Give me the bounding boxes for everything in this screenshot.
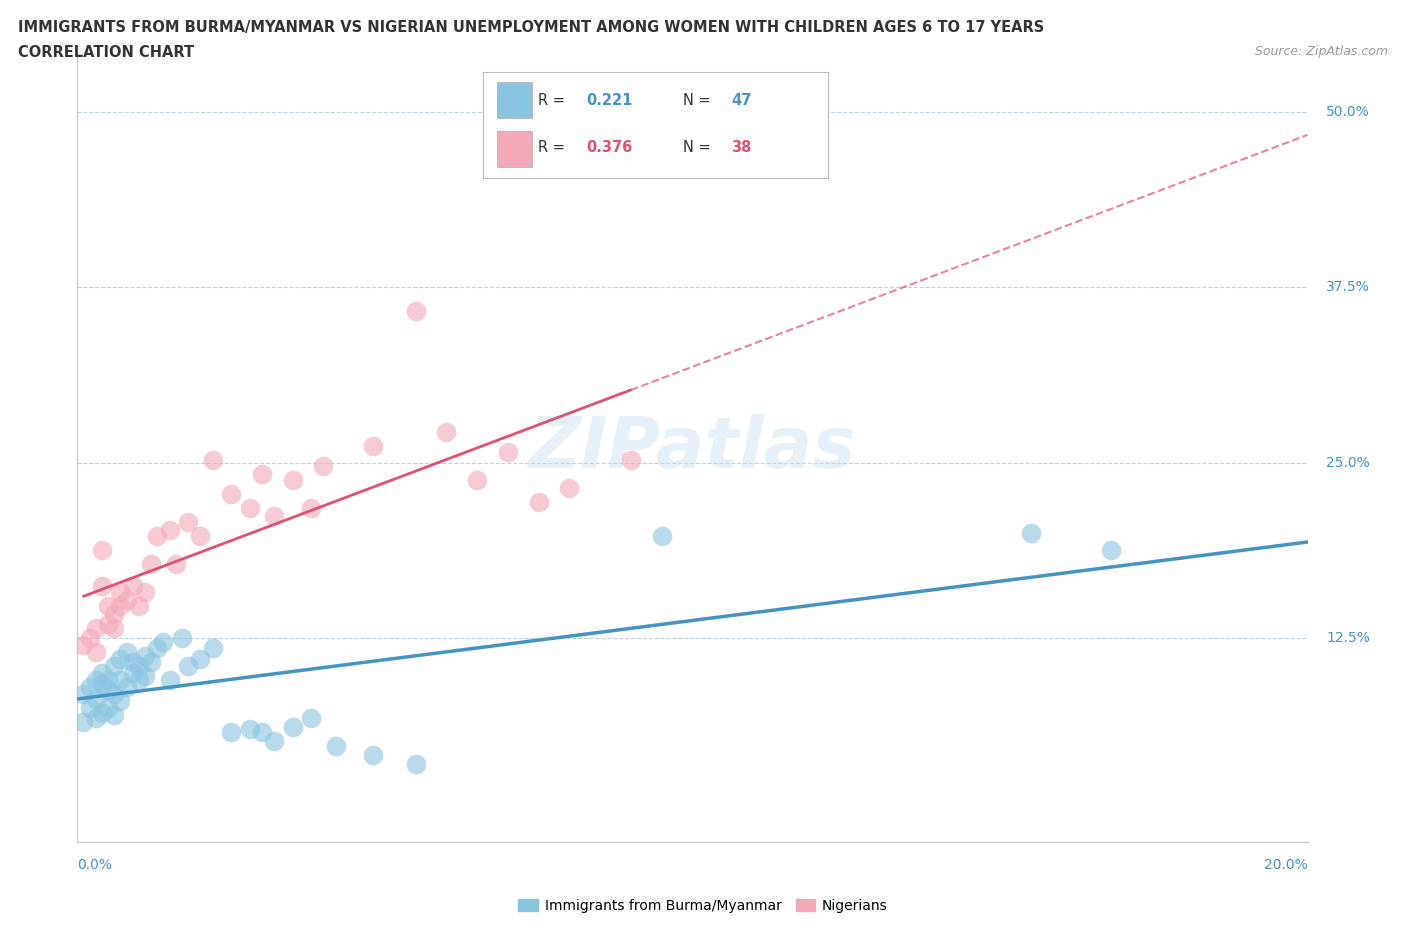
Point	[146, 528, 169, 543]
Point	[219, 486, 242, 501]
Point	[79, 631, 101, 645]
Point	[177, 514, 200, 529]
Point	[620, 453, 643, 468]
Point	[84, 711, 107, 725]
Point	[141, 655, 163, 670]
Point	[325, 738, 347, 753]
Point	[97, 617, 120, 631]
Point	[250, 724, 273, 739]
Point	[651, 528, 673, 543]
Point	[103, 607, 125, 622]
Point	[188, 528, 212, 543]
Point	[281, 719, 304, 734]
Point	[84, 644, 107, 659]
Point	[97, 701, 120, 716]
Point	[110, 672, 132, 687]
Point	[263, 733, 285, 748]
Point	[79, 680, 101, 695]
Point	[152, 635, 174, 650]
Point	[128, 672, 150, 687]
Point	[97, 683, 120, 698]
Point	[159, 523, 181, 538]
Point	[84, 621, 107, 636]
Point	[527, 495, 550, 510]
Text: 25.0%: 25.0%	[1326, 456, 1369, 470]
Point	[436, 424, 458, 439]
Point	[110, 584, 132, 599]
Point	[84, 672, 107, 687]
Point	[121, 655, 143, 670]
Point	[299, 711, 322, 725]
Point	[110, 694, 132, 709]
Point	[496, 445, 519, 459]
Point	[72, 687, 94, 702]
Text: ZIPatlas: ZIPatlas	[529, 414, 856, 484]
Point	[90, 705, 114, 720]
Text: 12.5%: 12.5%	[1326, 631, 1369, 645]
Point	[558, 481, 581, 496]
Point	[263, 509, 285, 524]
Point	[141, 556, 163, 571]
Point	[219, 724, 242, 739]
Point	[115, 644, 138, 659]
Point	[281, 472, 304, 487]
Point	[110, 652, 132, 667]
Point	[239, 722, 262, 737]
Point	[90, 666, 114, 681]
Point	[115, 592, 138, 607]
Point	[128, 599, 150, 614]
Legend: Immigrants from Burma/Myanmar, Nigerians: Immigrants from Burma/Myanmar, Nigerians	[513, 894, 893, 919]
Point	[134, 669, 156, 684]
Point	[361, 747, 384, 762]
Text: IMMIGRANTS FROM BURMA/MYANMAR VS NIGERIAN UNEMPLOYMENT AMONG WOMEN WITH CHILDREN: IMMIGRANTS FROM BURMA/MYANMAR VS NIGERIA…	[18, 20, 1045, 35]
Point	[72, 715, 94, 730]
Point	[103, 658, 125, 673]
Point	[110, 599, 132, 614]
Point	[159, 672, 181, 687]
Point	[239, 500, 262, 515]
Point	[165, 556, 187, 571]
Point	[465, 472, 488, 487]
Point	[103, 708, 125, 723]
Point	[177, 658, 200, 673]
Point	[361, 438, 384, 453]
Point	[103, 621, 125, 636]
Point	[121, 666, 143, 681]
Point	[128, 658, 150, 673]
Point	[134, 649, 156, 664]
Point	[97, 672, 120, 687]
Point	[170, 631, 193, 645]
Point	[72, 638, 94, 653]
Point	[134, 584, 156, 599]
Text: 50.0%: 50.0%	[1326, 105, 1369, 119]
Point	[250, 467, 273, 482]
Point	[146, 641, 169, 656]
Point	[90, 542, 114, 557]
Point	[312, 458, 335, 473]
Point	[405, 757, 427, 772]
Point	[1019, 525, 1042, 540]
Point	[299, 500, 322, 515]
Text: 20.0%: 20.0%	[1264, 858, 1308, 872]
Text: CORRELATION CHART: CORRELATION CHART	[18, 45, 194, 60]
Point	[188, 652, 212, 667]
Point	[84, 691, 107, 706]
Text: 0.0%: 0.0%	[77, 858, 112, 872]
Point	[97, 599, 120, 614]
Point	[201, 641, 224, 656]
Text: 37.5%: 37.5%	[1326, 280, 1369, 295]
Point	[405, 304, 427, 319]
Point	[103, 687, 125, 702]
Point	[90, 578, 114, 593]
Point	[79, 701, 101, 716]
Point	[115, 680, 138, 695]
Point	[201, 453, 224, 468]
Point	[1099, 542, 1122, 557]
Text: Source: ZipAtlas.com: Source: ZipAtlas.com	[1254, 45, 1388, 58]
Point	[121, 578, 143, 593]
Point	[90, 677, 114, 692]
